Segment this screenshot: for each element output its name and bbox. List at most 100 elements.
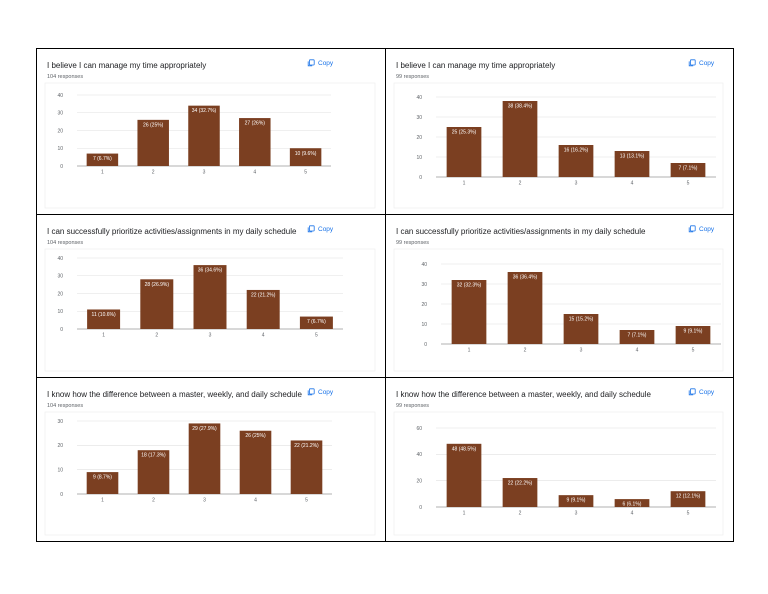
copy-button[interactable]: Copy	[307, 59, 333, 67]
response-count: 104 responses	[47, 240, 84, 246]
chart-card: I believe I can manage my time appropria…	[37, 49, 385, 214]
x-tick-label: 3	[203, 170, 206, 176]
copy-button[interactable]: Copy	[688, 225, 714, 233]
y-tick-label: 30	[57, 419, 63, 425]
bar	[446, 127, 482, 177]
bar-data-label: 15 (15.2%)	[569, 317, 594, 323]
x-tick-label: 2	[519, 511, 522, 517]
bar-chart: 0 10 20 30 40 7 (6.7%) 1 26 (25%) 2 34 (32.7%) 3 27…	[44, 82, 376, 209]
copy-icon	[307, 225, 315, 233]
copy-label: Copy	[699, 225, 715, 233]
bar-data-label: 36 (36.4%)	[513, 275, 538, 281]
copy-label: Copy	[318, 225, 334, 233]
bar	[299, 316, 333, 329]
y-tick-label: 60	[416, 426, 422, 432]
bar-chart: 0 20 40 60 48 (48.5%) 1 22 (22.2%) 2 9 (9.1%) 3 6 …	[393, 411, 724, 536]
copy-icon	[688, 225, 696, 233]
chart-title: I believe I can manage my time appropria…	[396, 61, 556, 70]
chart-frame	[44, 248, 376, 372]
chart-title: I can successfully prioritize activities…	[396, 227, 646, 236]
bar	[619, 330, 655, 344]
bar	[87, 309, 121, 329]
chart-card: I know how the difference between a mast…	[37, 378, 385, 541]
bar-data-label: 48 (48.5%)	[452, 446, 477, 452]
chart-card: I believe I can manage my time appropria…	[386, 49, 733, 214]
bar	[563, 314, 599, 344]
response-count: 104 responses	[47, 403, 84, 409]
y-tick-label: 40	[57, 256, 63, 262]
bar	[86, 472, 119, 494]
y-tick-label: 20	[57, 128, 63, 134]
chart-frame	[44, 411, 376, 536]
y-tick-label: 0	[60, 164, 63, 170]
bar	[670, 491, 706, 507]
y-tick-label: 20	[57, 443, 63, 449]
x-tick-label: 5	[304, 170, 307, 176]
x-tick-label: 2	[524, 348, 527, 354]
chart-title: I believe I can manage my time appropria…	[47, 61, 207, 70]
bar-data-label: 25 (25.3%)	[452, 130, 477, 136]
bar-data-label: 12 (12.1%)	[676, 494, 701, 500]
x-tick-label: 4	[262, 333, 265, 339]
x-tick-label: 3	[575, 511, 578, 517]
response-count: 99 responses	[396, 74, 430, 80]
copy-label: Copy	[318, 59, 334, 67]
bar	[558, 495, 594, 507]
y-tick-label: 0	[424, 342, 427, 348]
y-tick-label: 40	[57, 93, 63, 99]
y-tick-label: 10	[57, 309, 63, 315]
chart-frame	[393, 248, 724, 372]
x-tick-label: 1	[102, 333, 105, 339]
y-tick-label: 10	[57, 146, 63, 152]
copy-icon	[688, 59, 696, 67]
y-tick-label: 10	[416, 155, 422, 161]
bar	[246, 289, 280, 329]
y-tick-label: 10	[421, 322, 427, 328]
grid-horizontal-divider	[37, 214, 733, 215]
copy-label: Copy	[699, 388, 715, 396]
y-tick-label: 10	[57, 467, 63, 473]
y-tick-label: 40	[421, 262, 427, 268]
bar	[507, 272, 543, 344]
copy-button[interactable]: Copy	[688, 388, 714, 396]
chart-title: I can successfully prioritize activities…	[47, 227, 297, 236]
x-tick-label: 3	[203, 498, 206, 504]
bar	[446, 443, 482, 507]
x-tick-label: 5	[692, 348, 695, 354]
y-tick-label: 40	[416, 452, 422, 458]
y-tick-label: 20	[416, 135, 422, 141]
bar	[675, 326, 711, 344]
bar-data-label: 7 (7.1%)	[628, 333, 647, 339]
x-tick-label: 4	[636, 348, 639, 354]
x-tick-label: 2	[519, 181, 522, 187]
x-tick-label: 2	[152, 170, 155, 176]
bar-data-label: 26 (25%)	[143, 122, 164, 128]
response-count: 99 responses	[396, 240, 430, 246]
bar-data-label: 9 (9.1%)	[567, 498, 586, 504]
bar	[670, 163, 706, 177]
bar-chart: 0 10 20 30 9 (8.7%) 1 18 (17.3%) 2 29 (27.9%) 3 26…	[44, 411, 376, 536]
bar-data-label: 36 (34.6%)	[198, 268, 223, 274]
x-tick-label: 3	[575, 181, 578, 187]
x-tick-label: 4	[253, 170, 256, 176]
bar-data-label: 16 (16.2%)	[564, 148, 589, 154]
x-tick-label: 2	[152, 498, 155, 504]
bar	[239, 118, 271, 166]
bar	[558, 145, 594, 177]
y-tick-label: 0	[419, 175, 422, 181]
y-tick-label: 30	[416, 115, 422, 121]
bar	[193, 265, 227, 329]
bar	[614, 151, 650, 177]
bar-data-label: 32 (32.3%)	[457, 283, 482, 289]
copy-button[interactable]: Copy	[307, 388, 333, 396]
grid-horizontal-divider	[37, 377, 733, 378]
bar	[290, 440, 323, 494]
bar-data-label: 22 (21.2%)	[251, 292, 276, 298]
copy-button[interactable]: Copy	[688, 59, 714, 67]
bar	[614, 499, 650, 507]
bar	[86, 153, 119, 166]
bar-data-label: 22 (21.2%)	[294, 443, 319, 449]
copy-button[interactable]: Copy	[307, 225, 333, 233]
bar	[137, 450, 170, 494]
bar	[140, 279, 174, 329]
